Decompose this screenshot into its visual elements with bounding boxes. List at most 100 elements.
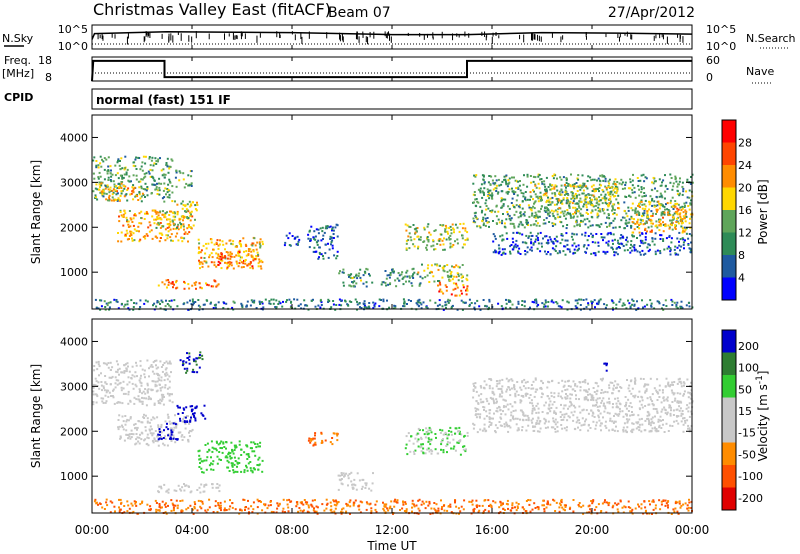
- velocity-cell: [608, 397, 610, 400]
- power-cell: [526, 251, 529, 254]
- velocity-cell: [193, 412, 196, 415]
- power-cell: [451, 265, 453, 268]
- power-cell: [192, 303, 194, 306]
- power-cell: [598, 225, 601, 228]
- power-cell: [108, 308, 111, 311]
- velocity-cell: [194, 407, 197, 410]
- power-cell: [669, 253, 672, 256]
- power-cell: [577, 210, 580, 213]
- power-cell: [566, 239, 569, 242]
- velocity-cell: [121, 415, 124, 418]
- power-cell: [251, 242, 254, 245]
- velocity-cell: [666, 396, 669, 399]
- power-cell: [672, 182, 675, 185]
- power-cell: [484, 224, 487, 227]
- velocity-cell: [185, 361, 188, 364]
- velocity-cell: [690, 410, 693, 413]
- power-cell: [582, 192, 585, 195]
- velocity-cell: [510, 414, 513, 417]
- velocity-cell: [649, 398, 652, 401]
- power-cell: [535, 300, 538, 303]
- velocity-cell: [483, 386, 485, 389]
- power-cell: [166, 237, 169, 240]
- power-cell: [151, 156, 154, 159]
- power-cell: [169, 236, 172, 239]
- velocity-cell: [190, 410, 193, 413]
- power-cell: [164, 239, 167, 242]
- power-cell: [595, 202, 598, 205]
- power-cell: [607, 232, 610, 235]
- velocity-cell: [122, 420, 125, 423]
- velocity-cell: [193, 359, 196, 362]
- power-cell: [406, 303, 408, 305]
- velocity-cell: [360, 488, 363, 490]
- power-cell: [144, 196, 146, 198]
- power-cell: [192, 224, 195, 227]
- power-cell: [545, 189, 548, 192]
- velocity-cell: [417, 445, 420, 448]
- power-cell: [140, 195, 143, 198]
- velocity-cell: [166, 392, 169, 395]
- velocity-cell: [658, 384, 661, 387]
- velocity-cell: [575, 397, 578, 400]
- power-cell: [636, 237, 638, 239]
- power-cell: [159, 226, 162, 229]
- power-cell: [275, 299, 278, 302]
- velocity-cell: [589, 427, 592, 429]
- velocity-cell: [417, 438, 420, 441]
- power-cell: [139, 238, 142, 241]
- power-cell: [689, 217, 691, 220]
- power-cell: [487, 181, 490, 184]
- velocity-cell: [640, 403, 643, 406]
- power-cell: [130, 180, 132, 183]
- power-cell: [92, 172, 95, 175]
- velocity-cell: [128, 381, 131, 384]
- power-cell: [338, 298, 341, 301]
- velocity-cell: [123, 371, 126, 374]
- velocity-cell: [634, 394, 637, 397]
- velocity-cell: [329, 441, 332, 444]
- power-cell: [156, 182, 158, 185]
- power-cell: [161, 301, 164, 304]
- velocity-cell: [679, 392, 682, 395]
- power-cell: [557, 201, 560, 204]
- velocity-cell: [160, 425, 163, 428]
- power-cell: [210, 261, 213, 264]
- velocity-cell: [507, 408, 510, 411]
- power-cell: [554, 209, 557, 212]
- power-cell: [546, 209, 548, 212]
- velocity-cell: [134, 423, 137, 425]
- velocity-cell: [119, 436, 122, 439]
- velocity-cell: [191, 414, 194, 417]
- velocity-cell: [251, 450, 254, 453]
- power-cell: [558, 192, 560, 195]
- velocity-cell: [198, 356, 200, 359]
- velocity-cell: [424, 452, 427, 455]
- velocity-cell: [101, 389, 103, 392]
- velocity-cell: [637, 414, 640, 417]
- power-cell: [493, 183, 496, 186]
- power-cell: [498, 247, 501, 250]
- power-cell: [669, 181, 672, 184]
- velocity-cell: [172, 434, 175, 437]
- power-cell: [441, 305, 444, 308]
- power-cell: [512, 231, 515, 234]
- power-cell: [433, 248, 435, 251]
- power-cell: [514, 191, 517, 194]
- power-cell: [676, 213, 679, 216]
- power-cell: [488, 300, 491, 303]
- power-cell: [169, 210, 171, 213]
- power-cell: [108, 194, 111, 197]
- power-cell: [529, 175, 532, 177]
- velocity-cell: [554, 418, 557, 421]
- velocity-cell: [671, 381, 674, 384]
- velocity-cell: [94, 384, 97, 387]
- velocity-cell: [454, 427, 457, 430]
- power-cell: [230, 264, 233, 267]
- power-cell: [180, 223, 183, 226]
- power-cell: [664, 185, 667, 188]
- power-cell: [411, 268, 414, 271]
- velocity-cell: [174, 441, 177, 444]
- power-cell: [300, 307, 303, 310]
- power-cell: [547, 213, 550, 216]
